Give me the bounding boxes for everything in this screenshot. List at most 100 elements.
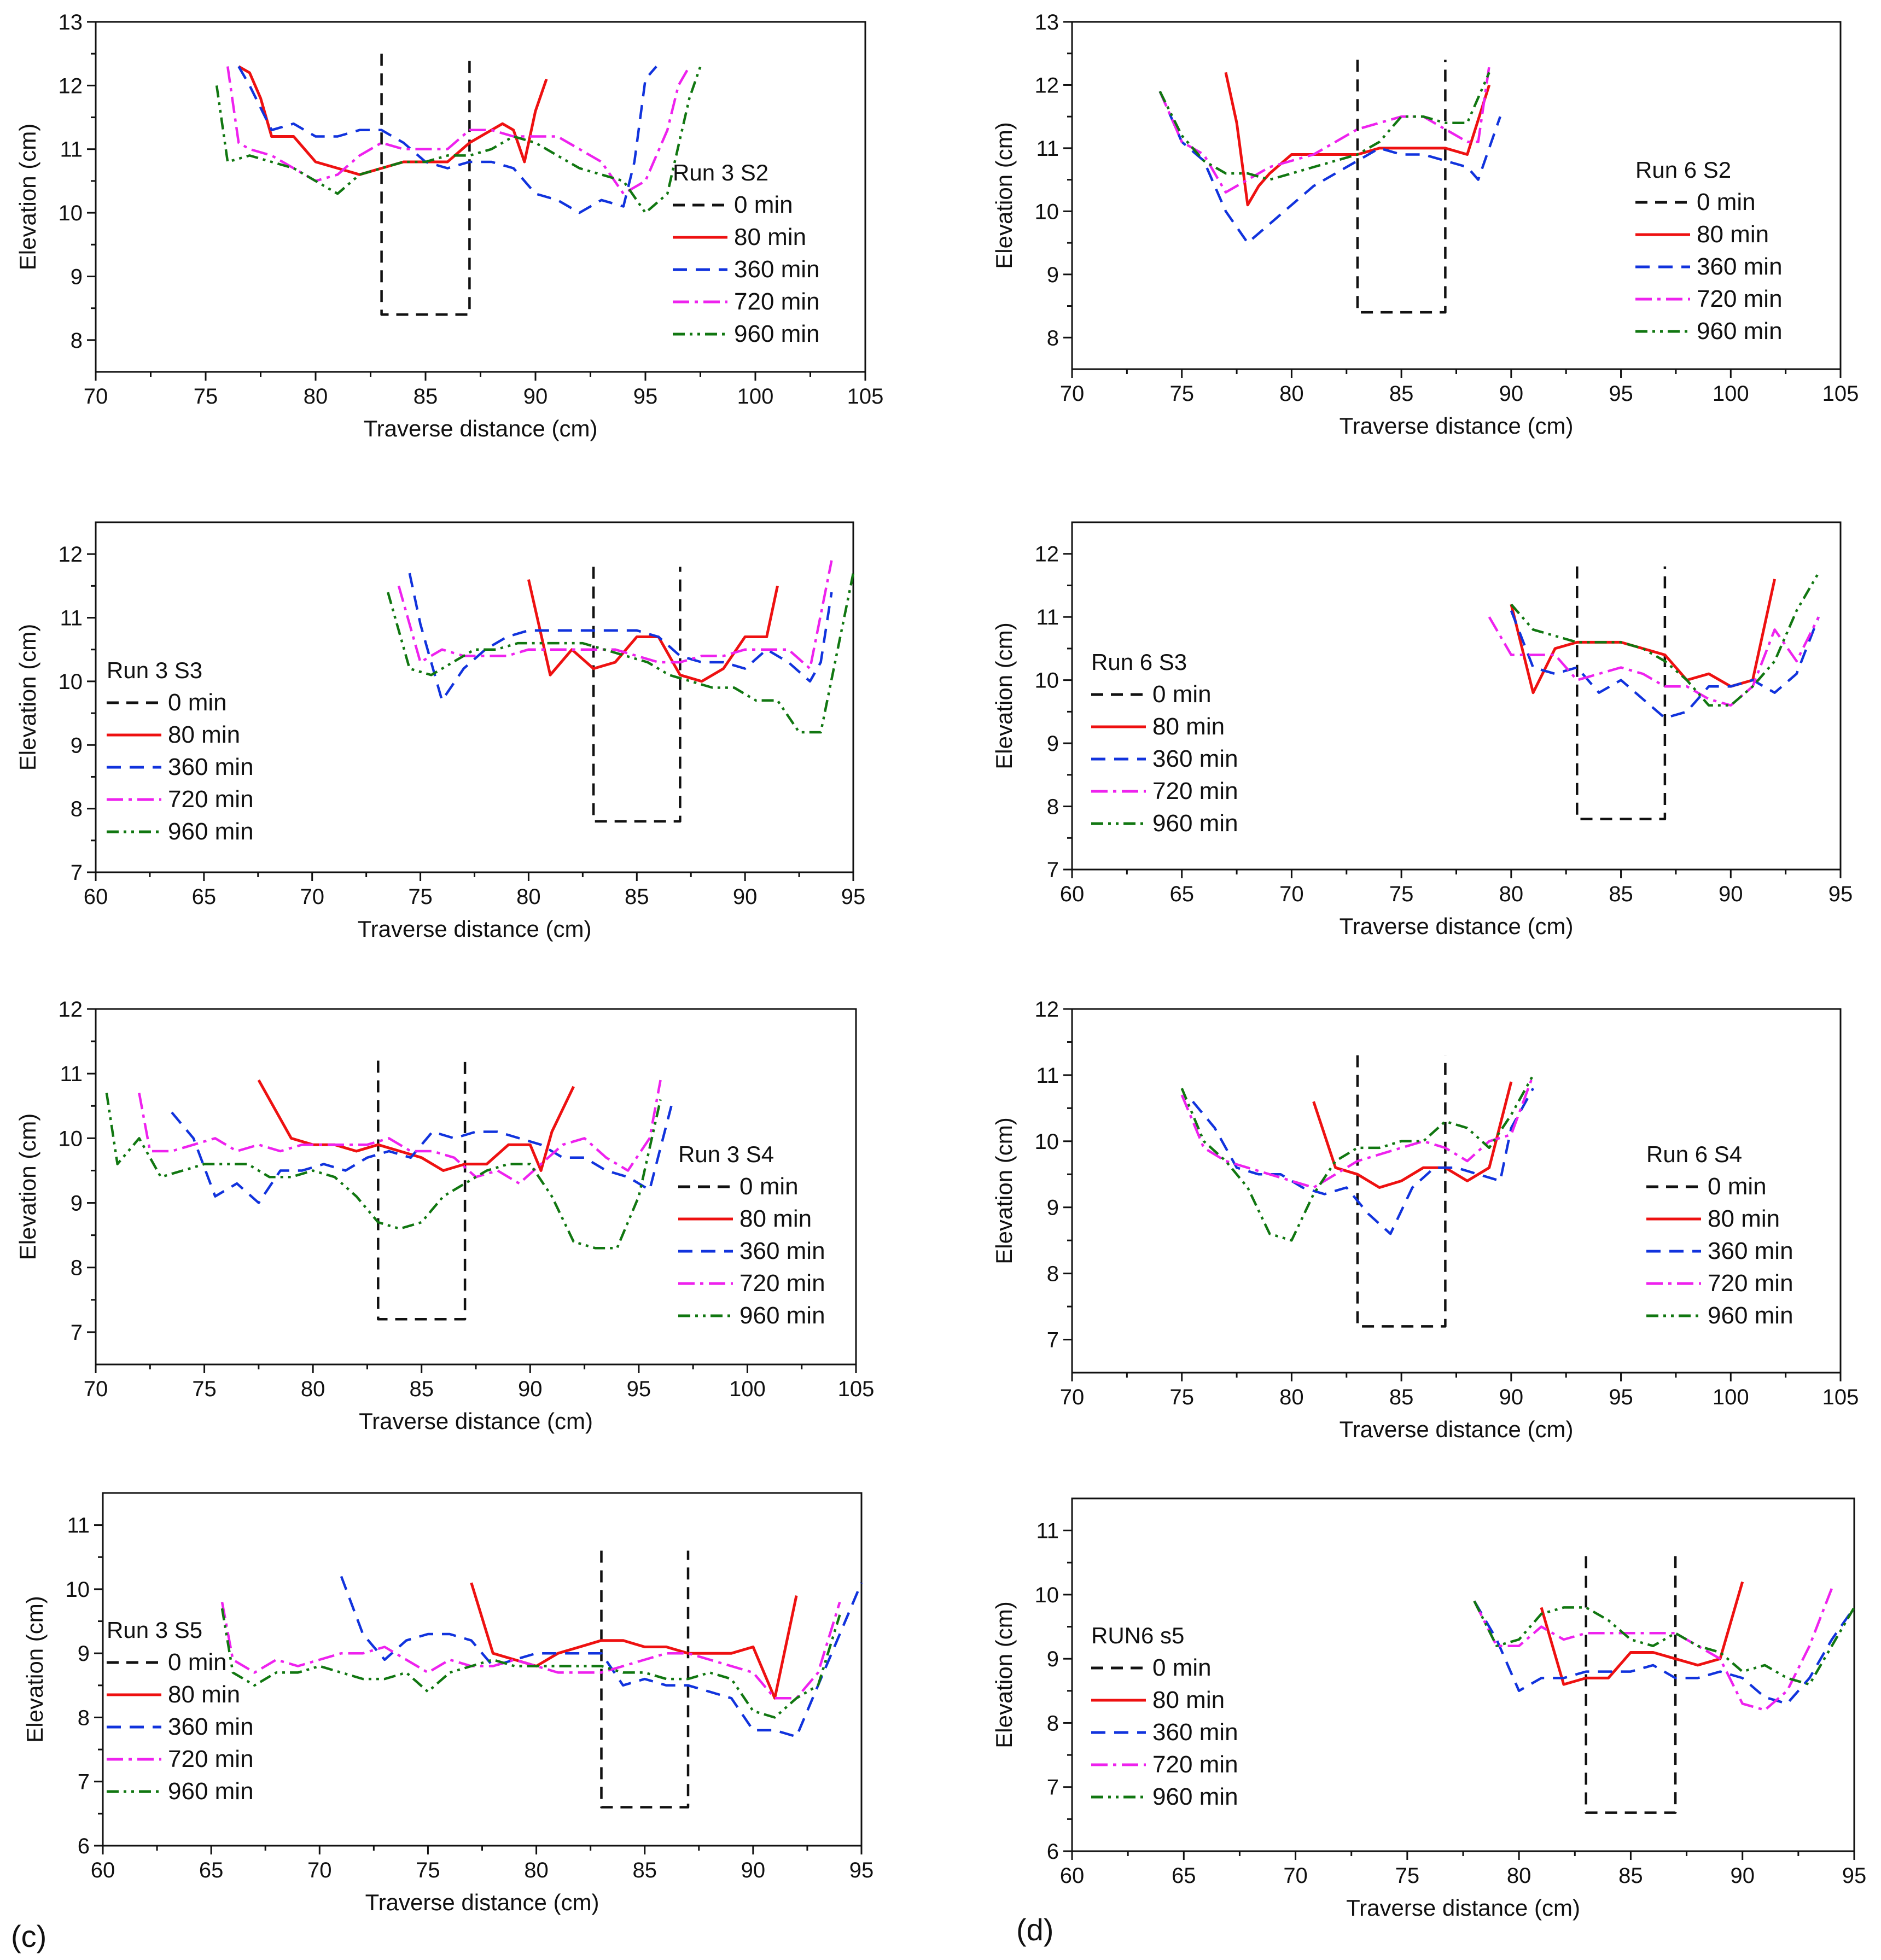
- x-tick-label: 100: [729, 1377, 766, 1401]
- y-tick-label: 10: [1035, 200, 1059, 224]
- y-tick-label: 7: [1047, 1776, 1059, 1800]
- series-line-0-min: [1356, 60, 1447, 314]
- x-tick-label: 95: [841, 885, 866, 909]
- x-axis-title: Traverse distance (cm): [358, 916, 592, 942]
- legend-entry-label: 80 min: [168, 1681, 240, 1708]
- legend-entry-label: 0 min: [1708, 1173, 1767, 1200]
- x-tick-label: 85: [409, 1377, 434, 1401]
- y-tick-label: 7: [71, 1321, 83, 1345]
- legend-entry-label: 360 min: [168, 1713, 254, 1740]
- series-line-80-min: [238, 65, 548, 176]
- y-tick-label: 10: [1035, 669, 1059, 693]
- y-tick-label: 10: [59, 670, 83, 694]
- series-line-720-min: [226, 66, 691, 195]
- y-tick-label: 8: [1047, 795, 1059, 819]
- legend-title: Run 3 S2: [673, 160, 768, 185]
- y-tick-label: 8: [71, 797, 83, 821]
- x-tick-label: 70: [84, 384, 108, 409]
- legend-entry-label: 720 min: [168, 1746, 254, 1772]
- y-tick-label: 7: [78, 1770, 90, 1794]
- x-tick-label: 80: [524, 1858, 549, 1882]
- legend-title: Run 6 S3: [1091, 649, 1187, 675]
- x-tick-label: 60: [1060, 1864, 1085, 1888]
- legend-entry-label: 360 min: [1708, 1238, 1793, 1264]
- x-tick-label: 75: [192, 1377, 217, 1401]
- x-tick-label: 105: [1822, 382, 1859, 406]
- x-tick-label: 75: [194, 384, 218, 409]
- legend-entry-label: 360 min: [168, 754, 254, 780]
- x-axis-title: Traverse distance (cm): [1340, 413, 1574, 439]
- legend-entry-label: 960 min: [1152, 810, 1238, 837]
- y-tick-label: 11: [1036, 1519, 1059, 1543]
- series-line-720-min: [220, 1601, 841, 1700]
- y-tick-label: 10: [1035, 1130, 1059, 1154]
- x-tick-label: 95: [1609, 1385, 1633, 1409]
- x-tick-label: 85: [625, 885, 649, 909]
- series-line-960-min: [1510, 572, 1820, 707]
- series-line-80-min: [1312, 1081, 1513, 1189]
- series-line-360-min: [1158, 91, 1501, 244]
- y-tick-label: 8: [71, 329, 83, 353]
- y-tick-label: 12: [59, 74, 83, 98]
- x-tick-label: 90: [518, 1377, 543, 1401]
- legend-title: Run 3 S5: [107, 1617, 202, 1643]
- series-line-0-min: [380, 54, 471, 316]
- series-line-720-min: [397, 560, 833, 670]
- legend-entry-label: 360 min: [1697, 253, 1783, 280]
- y-tick-label: 9: [1047, 1196, 1059, 1220]
- x-tick-label: 85: [1389, 382, 1414, 406]
- x-tick-label: 75: [1395, 1864, 1420, 1888]
- y-tick-label: 7: [71, 861, 83, 885]
- y-tick-label: 7: [1047, 1328, 1059, 1352]
- x-tick-label: 75: [1169, 1385, 1194, 1409]
- series-line-720-min: [1180, 1075, 1535, 1189]
- x-tick-label: 90: [733, 885, 758, 909]
- y-tick-label: 7: [1047, 858, 1059, 882]
- x-tick-label: 65: [1172, 1864, 1196, 1888]
- x-axis-title: Traverse distance (cm): [359, 1408, 593, 1434]
- x-tick-label: 70: [1060, 1385, 1085, 1409]
- legend-entry-label: 960 min: [1152, 1783, 1238, 1810]
- series-line-360-min: [171, 1105, 673, 1204]
- x-tick-label: 95: [627, 1377, 651, 1401]
- y-tick-label: 6: [78, 1834, 90, 1858]
- series-line-720-min: [1158, 66, 1490, 194]
- y-axis-title: Elevation (cm): [991, 622, 1017, 769]
- x-tick-label: 70: [300, 885, 324, 909]
- series-line-960-min: [215, 66, 702, 214]
- x-axis-title: Traverse distance (cm): [364, 416, 598, 441]
- y-tick-label: 12: [59, 998, 83, 1022]
- chart-run3-s3: 60 65 70 75 80 85 90 95 7 8 9 10 11 12 Traverse distan…: [15, 521, 866, 942]
- legend-entry-label: 360 min: [739, 1238, 825, 1264]
- x-tick-label: 80: [1499, 882, 1524, 906]
- series-line-720-min: [1488, 616, 1820, 707]
- y-tick-label: 11: [1036, 137, 1059, 161]
- x-tick-label: 100: [737, 384, 774, 409]
- x-tick-label: 75: [1389, 882, 1414, 906]
- panel-label-c: (c): [11, 1919, 46, 1953]
- series-line-960-min: [1473, 1600, 1855, 1686]
- x-tick-label: 90: [523, 384, 548, 409]
- y-tick-label: 8: [71, 1256, 83, 1280]
- series-line-80-min: [1224, 72, 1491, 207]
- y-tick-label: 8: [1047, 1711, 1059, 1735]
- x-tick-label: 105: [847, 384, 884, 409]
- legend-entry-label: 80 min: [1697, 221, 1769, 248]
- y-tick-label: 8: [1047, 326, 1059, 350]
- x-tick-label: 95: [849, 1858, 874, 1882]
- y-axis-title: Elevation (cm): [15, 1113, 40, 1260]
- y-tick-label: 11: [1036, 1064, 1059, 1088]
- x-tick-label: 95: [1828, 882, 1853, 906]
- y-tick-label: 9: [71, 1192, 83, 1216]
- x-axis-title: Traverse distance (cm): [1340, 1416, 1574, 1442]
- chart-run3-s5: 60 65 70 75 80 85 90 95 6 7 8 9 10 11 Traverse distanc…: [22, 1492, 874, 1915]
- x-tick-label: 105: [838, 1377, 875, 1401]
- y-tick-label: 13: [1035, 10, 1059, 34]
- legend-entry-label: 80 min: [1152, 1687, 1225, 1713]
- series-line-80-min: [1510, 579, 1777, 695]
- y-tick-label: 12: [1035, 73, 1059, 97]
- legend-title: Run 6 S4: [1646, 1141, 1742, 1167]
- x-tick-label: 80: [1279, 382, 1304, 406]
- legend-entry-label: 0 min: [1152, 681, 1212, 708]
